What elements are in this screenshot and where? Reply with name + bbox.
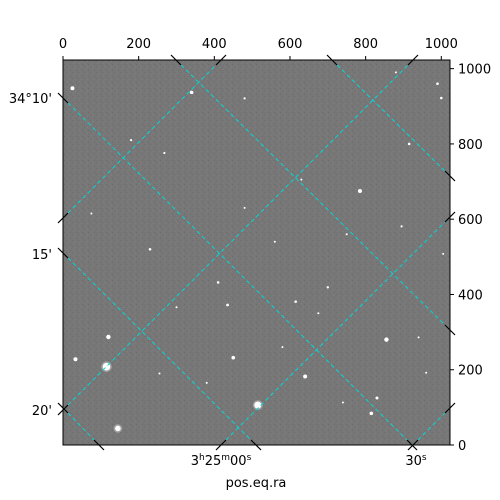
world-tick-mark xyxy=(407,439,419,451)
y-tick-label: 400 xyxy=(458,288,483,303)
star xyxy=(384,337,389,342)
world-tick-mark xyxy=(93,439,105,451)
grid-line xyxy=(63,252,257,445)
star xyxy=(148,248,152,251)
star xyxy=(163,151,166,155)
grid-line xyxy=(63,60,414,411)
world-tick-mark xyxy=(250,439,262,451)
dec-tick-label: 15' xyxy=(32,248,52,263)
grid-line xyxy=(175,60,450,331)
x-tick-label: 1000 xyxy=(425,37,458,52)
star xyxy=(357,188,362,193)
y-tick-label: 1000 xyxy=(458,63,491,78)
world-axis-ticks xyxy=(57,54,456,451)
star xyxy=(345,233,348,236)
star xyxy=(129,139,133,142)
star xyxy=(317,312,320,315)
star xyxy=(394,71,397,74)
y-tick-label: 200 xyxy=(458,364,483,379)
world-tick-mark xyxy=(170,54,182,66)
star xyxy=(70,86,75,91)
star xyxy=(326,286,330,289)
ra-tick-label: 30s xyxy=(405,453,427,469)
world-tick-mark xyxy=(406,439,418,451)
star xyxy=(189,90,194,95)
star xyxy=(300,178,303,181)
x-axis-title: pos.eq.ra xyxy=(226,476,287,491)
star xyxy=(158,372,161,375)
star xyxy=(216,281,220,284)
y-tick-label: 600 xyxy=(458,213,483,228)
star xyxy=(294,300,297,303)
star xyxy=(90,212,93,215)
star xyxy=(375,396,379,400)
pixel-axis-ticks: 0 200 400 600 800 1000 0 200 400 600 800 1000 xyxy=(59,37,491,454)
star xyxy=(439,96,443,100)
x-tick-label: 800 xyxy=(353,37,378,52)
star xyxy=(400,225,403,228)
grid-line xyxy=(412,407,450,445)
star xyxy=(254,401,262,409)
star xyxy=(205,381,208,384)
star xyxy=(273,240,276,243)
star xyxy=(106,334,111,340)
world-tick-mark xyxy=(215,54,227,66)
star xyxy=(243,97,246,100)
x-tick-label: 0 xyxy=(59,37,67,52)
world-tick-mark xyxy=(57,402,69,414)
grid-line xyxy=(63,407,100,445)
world-tick-mark xyxy=(444,170,456,182)
star xyxy=(73,357,78,362)
star xyxy=(175,306,178,309)
world-tick-mark xyxy=(444,324,456,336)
image-background xyxy=(63,60,450,445)
world-tick-mark xyxy=(57,404,69,416)
world-tick-mark xyxy=(444,211,456,223)
star xyxy=(231,355,236,360)
world-tick-mark xyxy=(57,247,69,259)
world-tick-mark xyxy=(215,439,227,451)
grid-line xyxy=(63,97,413,445)
x-tick-label: 400 xyxy=(202,37,227,52)
star xyxy=(369,411,374,416)
world-tick-mark xyxy=(407,54,419,66)
dec-tick-label: 34°10' xyxy=(9,92,52,107)
star xyxy=(436,82,439,86)
star xyxy=(442,252,445,255)
world-tick-mark xyxy=(444,402,456,414)
coordinate-grid xyxy=(63,60,450,445)
ra-tick-label: 3h25m00s xyxy=(191,453,252,469)
star xyxy=(243,206,246,209)
star xyxy=(303,374,308,379)
star xyxy=(115,425,121,432)
grid-line xyxy=(63,60,222,219)
world-tick-mark xyxy=(57,212,69,224)
star xyxy=(407,142,411,146)
world-tick-mark xyxy=(57,92,69,104)
world-tick-mark xyxy=(326,54,338,66)
star xyxy=(417,336,420,339)
star xyxy=(281,346,284,349)
star xyxy=(425,371,428,374)
grid-line xyxy=(220,216,450,445)
x-tick-label: 200 xyxy=(126,37,151,52)
y-tick-label: 0 xyxy=(458,439,466,454)
dec-tick-label: 20' xyxy=(32,404,52,419)
star xyxy=(226,303,229,307)
star xyxy=(341,401,344,404)
y-tick-label: 800 xyxy=(458,138,483,153)
x-tick-label: 600 xyxy=(278,37,303,52)
